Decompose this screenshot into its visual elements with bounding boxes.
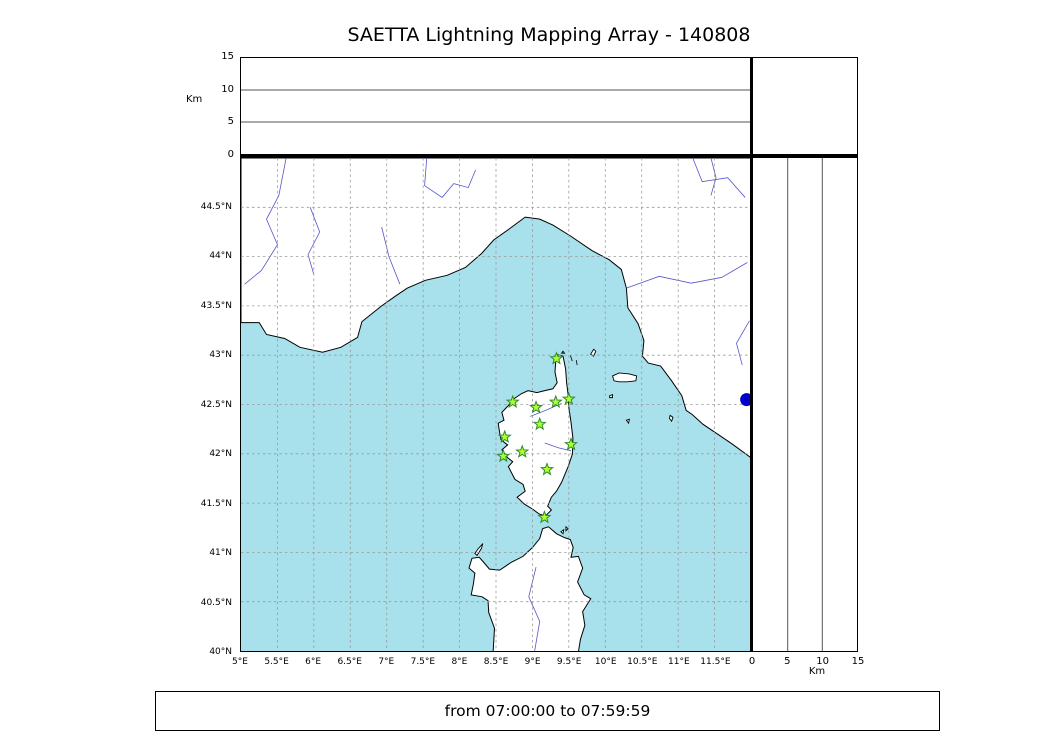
top-altitude-tick-label: 5 [227,116,234,128]
mainland-coast [241,158,751,459]
right-altitude-tick-label: 15 [851,656,865,667]
panel-divider-vertical [750,57,753,652]
latitude-tick-label: 40°N [209,647,232,657]
altitude-longitude-plot [241,89,751,123]
longitude-tick-label: 9.5°E [556,657,582,667]
islet-marks [569,355,578,366]
latitude-tick-label: 42.5°N [200,399,232,410]
right-altitude-tick-label: 0 [748,656,756,667]
top-altitude-tick-label: 10 [221,83,234,95]
latitude-tick-label: 44.5°N [200,201,232,212]
time-range-label: from 07:00:00 to 07:59:59 [444,702,651,720]
altitude-histogram-panel [752,57,858,155]
longitude-tick-label: 10°E [594,657,617,667]
lma-station-marker [505,394,520,409]
right-panel-km-label: Km [808,666,826,677]
lma-station-marker [539,462,555,476]
lma-station-marker [548,394,563,409]
lma-station-marker [561,391,576,406]
longitude-tick-label: 5.5°E [264,657,289,667]
top-altitude-tick-label: 15 [221,51,234,62]
longitude-tick-label: 11.5°E [700,657,731,667]
latitude-tick-label: 40.5°N [200,597,232,608]
longitude-tick-label: 10.5°E [627,657,658,667]
latitude-tick-label: 43°N [209,350,232,360]
lma-station-marker [537,510,552,524]
longitude-tick-label: 6.5°E [337,657,362,667]
altitude-longitude-panel [240,57,752,155]
latitude-tick-label: 43.5°N [200,300,232,311]
lma-station-marker [563,437,579,451]
lma-station-marker [532,416,547,431]
map-panel [240,157,752,652]
corsica-island [497,354,574,517]
altitude-latitude-plot [787,158,823,651]
longitude-tick-label: 7°E [378,657,395,667]
top-panel-km-label: Km [186,94,203,105]
sardinia-island [468,526,592,651]
time-range-box: from 07:00:00 to 07:59:59 [155,691,940,731]
longitude-tick-label: 8.5°E [483,657,509,667]
small-islands [474,348,674,557]
lma-station-marker [496,448,511,463]
latitude-tick-label: 41.5°N [200,498,232,509]
map-plot [241,158,751,651]
lma-station-marker [497,429,512,443]
longitude-tick-label: 11°E [668,657,690,667]
latitude-tick-label: 44°N [209,251,232,261]
longitude-tick-label: 7.5°E [410,657,436,667]
longitude-tick-label: 5°E [232,657,248,667]
lma-station-marker [515,444,530,458]
graticule-grid [241,158,751,651]
right-altitude-tick-label: 10 [816,656,830,667]
longitude-tick-label: 8°E [451,657,468,667]
right-altitude-tick-label: 5 [784,656,791,667]
top-altitude-tick-label: 0 [227,149,234,160]
panel-divider-horizontal [240,154,858,157]
lma-station-marker [549,351,564,365]
latitude-tick-label: 41°N [209,548,232,558]
longitude-tick-label: 6°E [305,657,322,667]
altitude-latitude-panel [752,157,858,652]
figure-title: SAETTA Lightning Mapping Array - 140808 [347,24,751,46]
latitude-tick-label: 42°N [209,449,232,459]
longitude-tick-label: 9°E [524,657,541,667]
detector-dot [740,393,751,407]
lma-station-marker [528,400,544,414]
